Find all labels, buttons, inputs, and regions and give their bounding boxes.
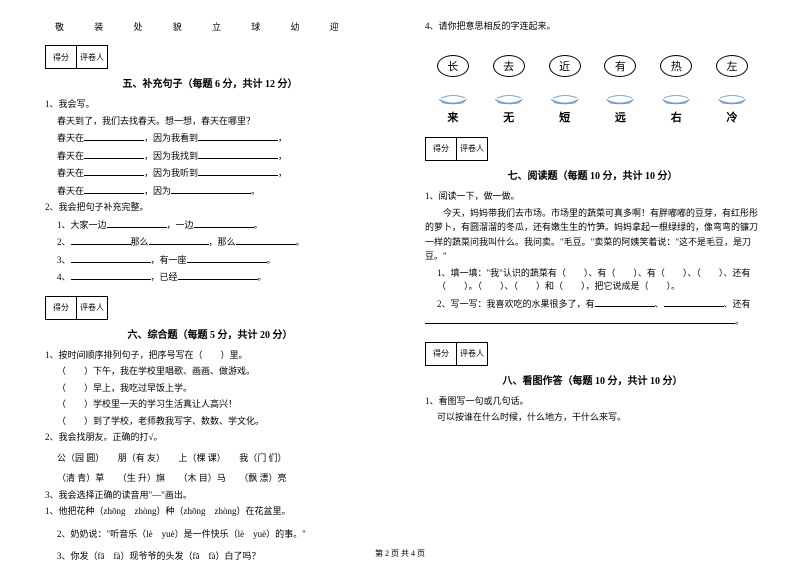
q5-1-line: 春天在，因为。 [57,184,375,199]
score-box-5: 得分 评卷人 [45,45,375,69]
oval-char: 左 [716,55,748,77]
q6-3-line: 1、他把花种（zhōng zhòng）种（zhōng zhòng）在花盆里。 [45,505,375,519]
score-cell-label: 得分 [425,137,457,161]
score-cell-label: 得分 [425,342,457,366]
q5-1-line: 春天在，因为我听到， [57,166,375,181]
section-8-title: 八、看图作答（每题 10 分，共计 10 分） [425,372,760,387]
q7-sub2-blank: 。 [425,314,760,329]
q7-sub2: 2、写一写：我喜欢吃的水果很多了，有、、还有 [437,297,760,312]
bottom-char: 无 [503,109,514,125]
oval-char: 近 [549,55,581,77]
score-box-7: 得分 评卷人 [425,137,760,161]
q7-passage: 今天，妈妈带我们去市场。市场里的蔬菜可真多啊！有胖嘟嘟的豆芽，有红彤彤的萝卜，有… [425,206,760,264]
q6-3: 3、我会选择正确的读音用"—"画出。 [45,489,375,503]
score-cell-label: 得分 [45,45,77,69]
boat-icon [714,85,750,107]
q5-1-line: 春天在，因为我找到， [57,149,375,164]
boat-icon [491,85,527,107]
boat-icon [435,85,471,107]
q5-2: 2、我会把句子补充完整。 [45,201,375,215]
score-box-6: 得分 评卷人 [45,296,375,320]
oval-char: 有 [604,55,636,77]
score-cell-label: 评卷人 [76,45,108,69]
q6-1-line: （ ）下午，我在学校里唱歌、画画、做游戏。 [57,365,375,379]
q8-1: 1、看图写一句或几句话。 [425,395,760,409]
q5-1: 1、我会写。 [45,98,375,112]
q5-2-line: 4、，已经。 [57,270,375,285]
score-cell-label: 得分 [45,296,77,320]
q5-2-line: 1、大家一边，一边。 [57,218,375,233]
score-cell-label: 评卷人 [456,342,488,366]
q7-sub1: 1、填一填："我"认识的蔬菜有（ ）、有（ ）、有（ ）、（ ）、还有（ ）。（… [437,267,760,294]
q5-2-line: 3、，有一座。 [57,253,375,268]
section-5-title: 五、补充句子（每题 6 分，共计 12 分） [45,75,375,90]
right-column: 4、请你把意思相反的字连起来。 长 去 近 有 热 左 来 无 短 远 右 冷 … [400,0,800,565]
boat-icon [602,85,638,107]
oval-char-row: 长 去 近 有 热 左 [425,55,760,77]
score-box-8: 得分 评卷人 [425,342,760,366]
q6-2-line: （清 青）草 （生 升）旗 （木 目）马 （飘 漂）亮 [57,472,375,486]
q8-1-sub: 可以按谁在什么时候，什么地方，干什么来写。 [437,411,760,425]
bottom-char: 远 [615,109,626,125]
q6-2-line: 公（园 圆） 朋（有 友） 上（棵 课） 我（门 们） [57,452,375,466]
score-cell-label: 评卷人 [76,296,108,320]
q4: 4、请你把意思相反的字连起来。 [425,20,760,34]
oval-char: 长 [437,55,469,77]
q6-1: 1、按时间顺序排列句子，把序号写在（ ）里。 [45,349,375,363]
q5-1-line: 春天在，因为我看到， [57,131,375,146]
bottom-char: 来 [447,109,458,125]
bottom-char: 冷 [727,109,738,125]
bottom-char: 右 [671,109,682,125]
q6-2: 2、我会找朋友。正确的打√。 [45,431,375,445]
q5-2-line: 2、那么，那么。 [57,235,375,250]
boat-icon [658,85,694,107]
q6-3-line: 2、奶奶说："听音乐（lè yuè）是一件快乐（lè yuè）的事。" [57,528,375,542]
section-6-title: 六、综合题（每题 5 分，共计 20 分） [45,326,375,341]
oval-char: 热 [660,55,692,77]
left-column: 敬 装 处 貌 立 球 幼 迎 得分 评卷人 五、补充句子（每题 6 分，共计 … [0,0,400,565]
bottom-char: 短 [559,109,570,125]
page-footer: 第 2 页 共 4 页 [0,548,800,559]
boat-icon [547,85,583,107]
oval-char: 去 [493,55,525,77]
q5-1-line: 春天到了，我们去找春天。想一想，春天在哪里？ [57,115,375,129]
q6-1-line: （ ）早上，我吃过早饭上学。 [57,382,375,396]
boat-row [425,85,760,107]
bottom-char-row: 来 无 短 远 右 冷 [425,109,760,125]
q6-1-line: （ ）到了学校，老师教我写字、数数、学文化。 [57,415,375,429]
score-cell-label: 评卷人 [456,137,488,161]
top-char-row: 敬 装 处 貌 立 球 幼 迎 [55,20,375,33]
section-7-title: 七、阅读题（每题 10 分，共计 10 分） [425,167,760,182]
q7-1: 1、阅读一下，做一做。 [425,190,760,204]
q6-1-line: （ ）学校里一天的学习生活真让人高兴！ [57,398,375,412]
